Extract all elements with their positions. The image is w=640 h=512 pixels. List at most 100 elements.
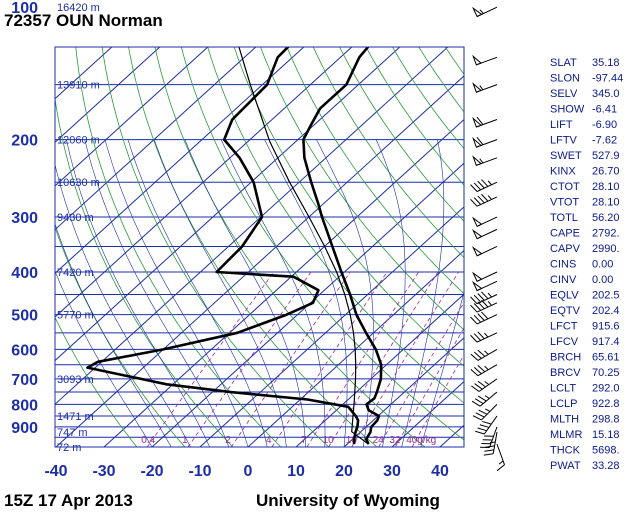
barb-feather [473, 351, 482, 359]
wind-barb [496, 443, 505, 472]
height-label: 7420 m [57, 267, 94, 279]
index-value: 15.18 [592, 429, 620, 441]
index-label: TOTL [550, 212, 578, 224]
temperature-axis: -40 -30 -20 -10 0 10 20 30 40 [44, 463, 449, 480]
index-row: EQLV 202.5 [550, 290, 620, 302]
index-label: CAPE [550, 228, 580, 240]
mixing-ratio-line [395, 327, 464, 447]
wind-barb [471, 271, 498, 282]
barb-feather [473, 333, 482, 341]
height-label: 72 m [57, 442, 81, 454]
index-row: CTOT 28.10 [550, 181, 620, 193]
dry-adiabat-line [180, 47, 464, 441]
barb-feather [477, 427, 487, 432]
moist-adiabat-line [66, 139, 210, 447]
dry-adiabat-line [312, 47, 464, 259]
mixing-ratio-line [230, 271, 351, 447]
barb-feather [473, 197, 482, 205]
moist-adiabat-line [55, 222, 172, 447]
index-row: LCLT 292.0 [550, 383, 620, 395]
index-row: CINV 0.00 [550, 274, 613, 286]
index-row: PWAT 33.28 [550, 460, 620, 472]
wind-barb [472, 82, 498, 93]
index-value: 28.10 [592, 181, 620, 193]
barb-feather [483, 453, 494, 456]
temperature-tick-label: 30 [383, 463, 401, 480]
moist-adiabat-line [316, 139, 374, 447]
wind-barb [470, 193, 498, 207]
barb-feather [476, 116, 484, 125]
height-label: 1471 m [57, 411, 94, 423]
barb-feather [473, 294, 482, 303]
index-label: CAPV [550, 243, 581, 255]
index-label: SWET [550, 150, 582, 162]
index-row: SLAT 35.18 [550, 57, 620, 69]
barb-shaft [496, 443, 505, 465]
index-value: 922.8 [592, 398, 620, 410]
index-value: 70.25 [592, 367, 620, 379]
barb-shaft [477, 348, 498, 361]
wind-barb [470, 348, 498, 361]
moist-adiabat-line [220, 139, 326, 447]
height-label: 5770 m [57, 310, 94, 322]
index-value: 26.70 [592, 166, 620, 178]
mixing-ratio-line [187, 271, 312, 447]
mixing-ratio-line [306, 271, 419, 447]
index-value: -7.62 [592, 135, 617, 147]
barb-shaft [477, 364, 498, 377]
height-label: 3093 m [57, 374, 94, 386]
moist-adiabat-line [154, 139, 287, 447]
stability-indices: SLAT 35.18 SLON -97.44 SELV 345.0 SHOW -6.41 LIF… [550, 57, 623, 472]
sounding-traces [86, 47, 383, 445]
wind-barb [470, 179, 498, 192]
index-row: SLON -97.44 [550, 73, 623, 85]
barb-feather [473, 182, 482, 191]
barb-feather [477, 349, 486, 357]
isotherm-line [55, 47, 353, 318]
dry-adiabat-line [207, 47, 464, 404]
wind-barb [479, 426, 498, 449]
index-value: 0.00 [592, 259, 613, 271]
wind-barb [472, 136, 498, 148]
index-value: 65.61 [592, 352, 620, 364]
pressure-tick-label: 200 [11, 133, 38, 150]
observation-time: 15Z 17 Apr 2013 [4, 491, 133, 510]
index-row: EQTV 202.4 [550, 305, 620, 317]
index-value: 56.20 [592, 212, 620, 224]
index-value: 33.28 [592, 460, 620, 472]
mixing-ratio-line [146, 271, 275, 447]
isotherm-line [55, 47, 257, 231]
barb-feather [470, 334, 478, 343]
barb-feather [477, 313, 485, 321]
index-value: 2792. [592, 228, 620, 240]
index-row: LFCT 915.6 [550, 321, 620, 333]
dry-adiabat-line [260, 47, 464, 331]
moist-adiabat-line [264, 139, 348, 447]
barb-feather [477, 195, 485, 204]
index-value: 917.4 [592, 336, 620, 348]
barb-feather [477, 365, 486, 373]
index-row: LIFT -6.90 [550, 119, 617, 131]
wind-barb [472, 155, 498, 166]
barb-feather [475, 430, 485, 435]
temperature-tick-label: -20 [140, 463, 163, 480]
wind-barbs [470, 6, 505, 472]
barb-half-feather [484, 380, 490, 386]
mixing-ratio-label: 24 [373, 435, 385, 446]
barb-feather [482, 420, 492, 425]
barb-half-feather [487, 292, 492, 298]
barb-feather [478, 409, 488, 415]
isotherm-line [103, 118, 464, 447]
plot-frame [54, 46, 465, 448]
barb-feather [484, 449, 494, 452]
index-value: 0.00 [592, 274, 613, 286]
index-value: -97.44 [592, 73, 623, 85]
pressure-tick-label: 100 [11, 0, 38, 17]
barb-feather [477, 395, 487, 402]
temperature-tick-label: -40 [44, 463, 67, 480]
index-row: SHOW -6.41 [550, 104, 617, 116]
index-value: 5698. [592, 445, 620, 457]
index-label: SLAT [550, 57, 577, 69]
index-row: SELV 345.0 [550, 88, 620, 100]
index-label: LFCT [550, 321, 578, 333]
